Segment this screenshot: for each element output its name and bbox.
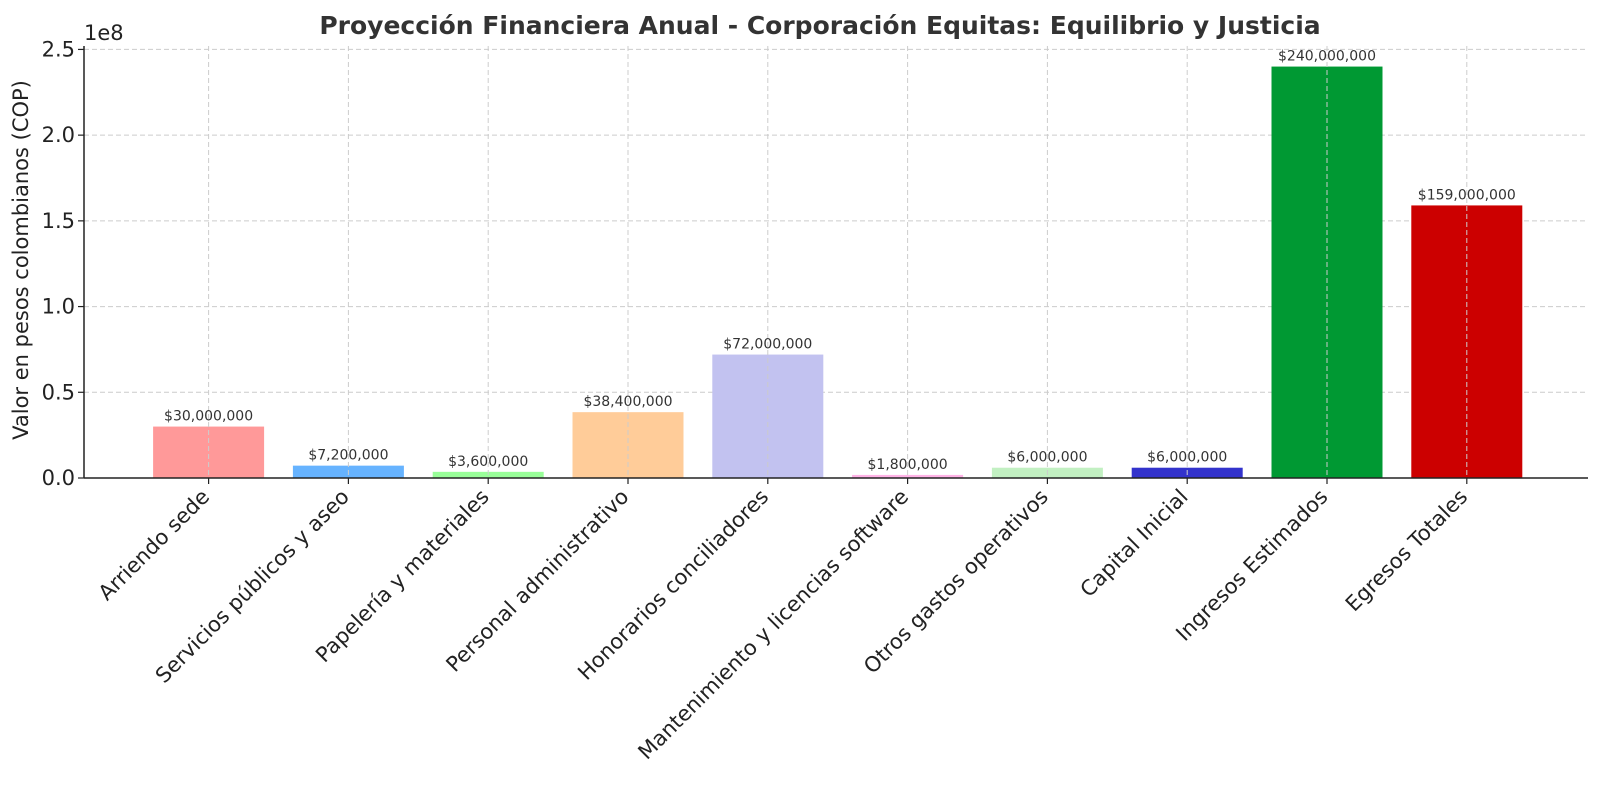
vertical-grid-layer <box>208 46 1468 478</box>
y-axis-label: Valor en pesos colombianos (COP) <box>9 80 33 440</box>
data-label: $72,000,000 <box>723 337 812 353</box>
data-label: $38,400,000 <box>583 394 672 410</box>
y-tick-label: 1.0 <box>42 295 75 319</box>
y-tick-label: 1.5 <box>42 209 75 233</box>
y-tick-label: 0.0 <box>42 466 75 490</box>
y-tick-label: 2.5 <box>42 37 75 61</box>
data-label: $6,000,000 <box>1147 450 1227 466</box>
data-label: $159,000,000 <box>1418 187 1516 203</box>
data-label: $3,600,000 <box>448 454 528 470</box>
y-tick-label: 2.0 <box>42 123 75 147</box>
x-tick-label: Mantenimiento y licencias software <box>633 485 913 765</box>
x-tick-label: Arriendo sede <box>94 485 214 605</box>
bar <box>153 426 265 478</box>
data-label: $7,200,000 <box>308 448 388 464</box>
x-tick-label: Capital Inicial <box>1076 485 1193 602</box>
data-label: $6,000,000 <box>1007 450 1087 466</box>
data-label: $240,000,000 <box>1278 49 1376 65</box>
x-tick-label: Egresos Totales <box>1341 485 1473 617</box>
data-label: $30,000,000 <box>164 409 253 425</box>
data-label-layer: $30,000,000 $7,200,000 $3,600,000 $38,400,0… <box>164 49 1516 473</box>
y-tick-label: 0.5 <box>42 380 75 404</box>
y-axis-offset-label: 1e8 <box>84 21 124 45</box>
bar-layer <box>153 66 1523 479</box>
data-label: $1,800,000 <box>868 457 948 473</box>
bar <box>852 474 964 478</box>
grid-layer <box>84 48 1588 393</box>
x-tick-label: Ingresos Estimados <box>1171 485 1332 646</box>
chart-title: Proyección Financiera Anual - Corporació… <box>319 11 1320 40</box>
